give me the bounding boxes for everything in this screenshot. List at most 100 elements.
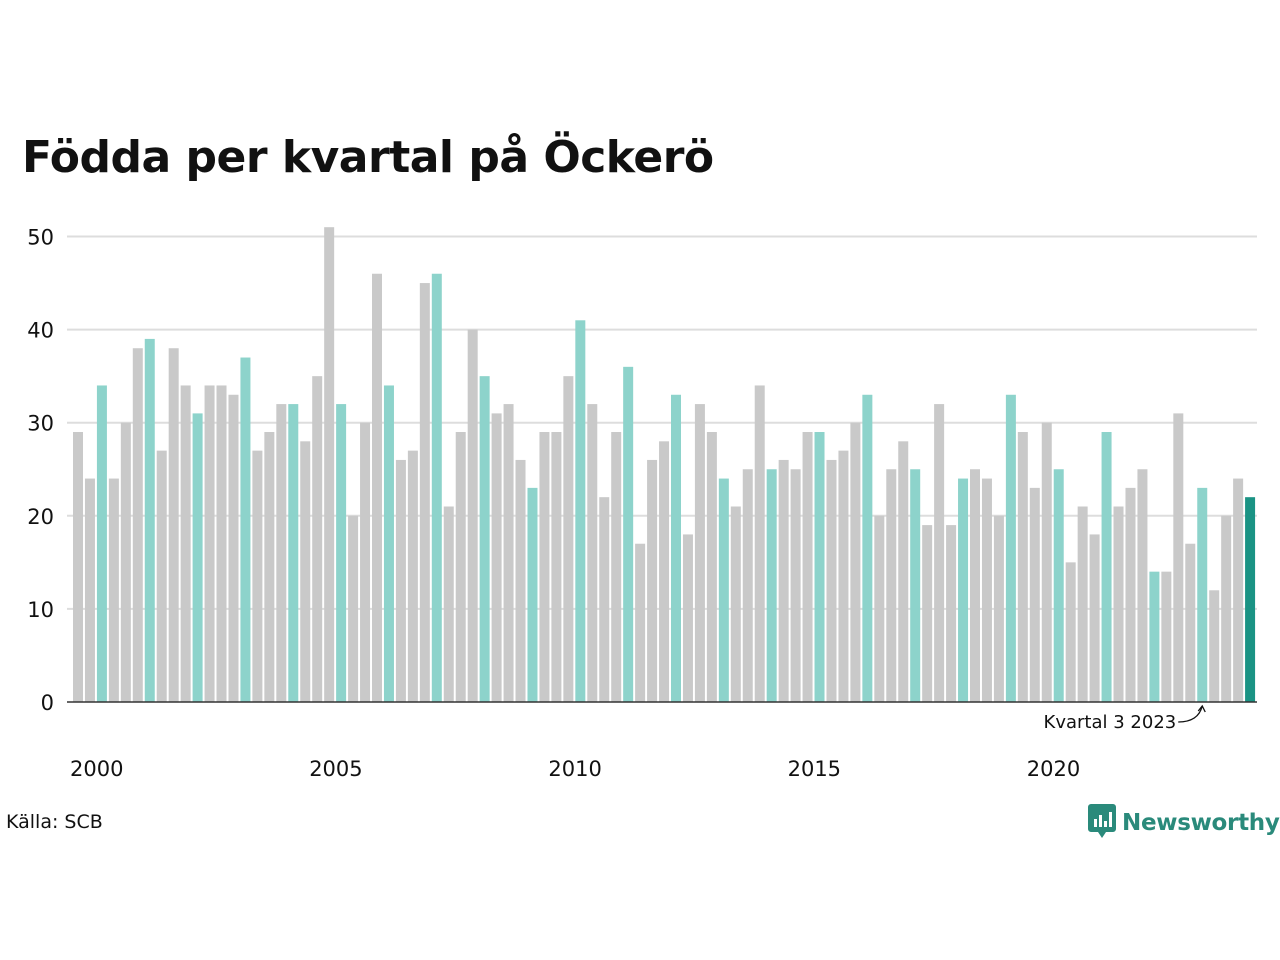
annotation: Kvartal 3 2023 [1044,704,1206,733]
bar [1089,534,1100,702]
newsworthy-logo: Newsworthy [1088,804,1280,842]
bar [981,478,992,702]
bar [874,515,885,702]
annotation-arrow [1178,704,1206,723]
bar [1041,422,1052,702]
bar [659,441,670,702]
x-tick-label: 2005 [309,757,362,781]
bar [1125,487,1136,702]
bar [682,534,693,702]
bar [228,394,239,702]
bar [455,432,466,702]
x-tick-label: 2000 [70,757,123,781]
bar [96,385,107,702]
bar [623,366,634,702]
bar [1113,506,1124,702]
bar [1221,515,1232,702]
bars [73,227,1256,702]
y-tick-label: 40 [27,319,54,343]
bar [204,385,215,702]
bar [407,450,418,702]
bar [1137,469,1148,702]
bar [970,469,980,702]
bar [898,441,909,702]
bar [718,478,729,702]
y-tick-label: 10 [27,598,54,622]
bar [479,376,490,702]
bar [73,432,83,702]
bar [312,376,323,702]
annotation-label: Kvartal 3 2023 [1044,712,1177,733]
bar [993,515,1004,702]
bar [1065,562,1076,702]
bar [360,422,371,702]
bar [551,432,562,702]
x-tick-label: 2020 [1027,757,1080,781]
bar [491,413,502,702]
bar-chart: 0 10 20 30 40 50 2000 2005 2010 2015 2020 Kvartal… [27,226,1257,781]
x-axis-ticks: 2000 2005 2010 2015 2020 [70,757,1080,781]
bar [1017,432,1028,702]
bar [1101,432,1112,702]
bar [886,469,897,702]
bar [934,404,945,702]
bar [611,432,622,702]
bar [515,459,526,702]
bar [706,432,717,702]
bar [84,478,95,702]
bar [372,273,382,702]
bar [503,404,514,702]
bar [252,450,263,702]
bar [922,525,933,702]
bar [324,227,335,702]
bar [766,469,777,702]
bar [288,404,299,702]
bar [587,404,598,702]
bar [1173,413,1184,702]
bar [527,487,538,702]
bar-chart-speech-bubble-icon [1088,804,1116,842]
bar [1005,394,1016,702]
bar [790,469,801,702]
source-note: Källa: SCB [6,811,103,833]
bar [168,348,179,702]
bar [946,525,957,702]
bar [778,459,789,702]
bar [539,432,550,702]
y-tick-label: 50 [27,226,54,250]
bar [192,413,203,702]
x-tick-label: 2015 [788,757,841,781]
bar [144,338,155,702]
bar [1077,506,1088,702]
bar [742,469,753,702]
bar [120,422,131,702]
page-title: Födda per kvartal på Öckerö [22,132,714,183]
bar [132,348,143,702]
bar [958,478,969,702]
bar [216,385,227,702]
bar [1233,478,1244,702]
bar [1185,543,1196,702]
bar [838,450,849,702]
bar [180,385,191,702]
bar [599,497,610,702]
bar [730,506,741,702]
bar [240,357,251,702]
bar [431,273,442,702]
bar [467,329,478,702]
bar [694,404,705,702]
bar [671,394,681,702]
bar [647,459,658,702]
x-tick-label: 2010 [548,757,601,781]
bar [1209,590,1220,702]
y-tick-label: 0 [41,691,54,715]
logo-text: Newsworthy [1122,810,1280,836]
bar [395,459,406,702]
bar [1149,571,1160,702]
bar [300,441,311,702]
bar [575,320,586,702]
bar [108,478,119,702]
bar [814,432,825,702]
y-tick-label: 30 [27,412,54,436]
y-axis-ticks: 0 10 20 30 40 50 [27,226,54,716]
